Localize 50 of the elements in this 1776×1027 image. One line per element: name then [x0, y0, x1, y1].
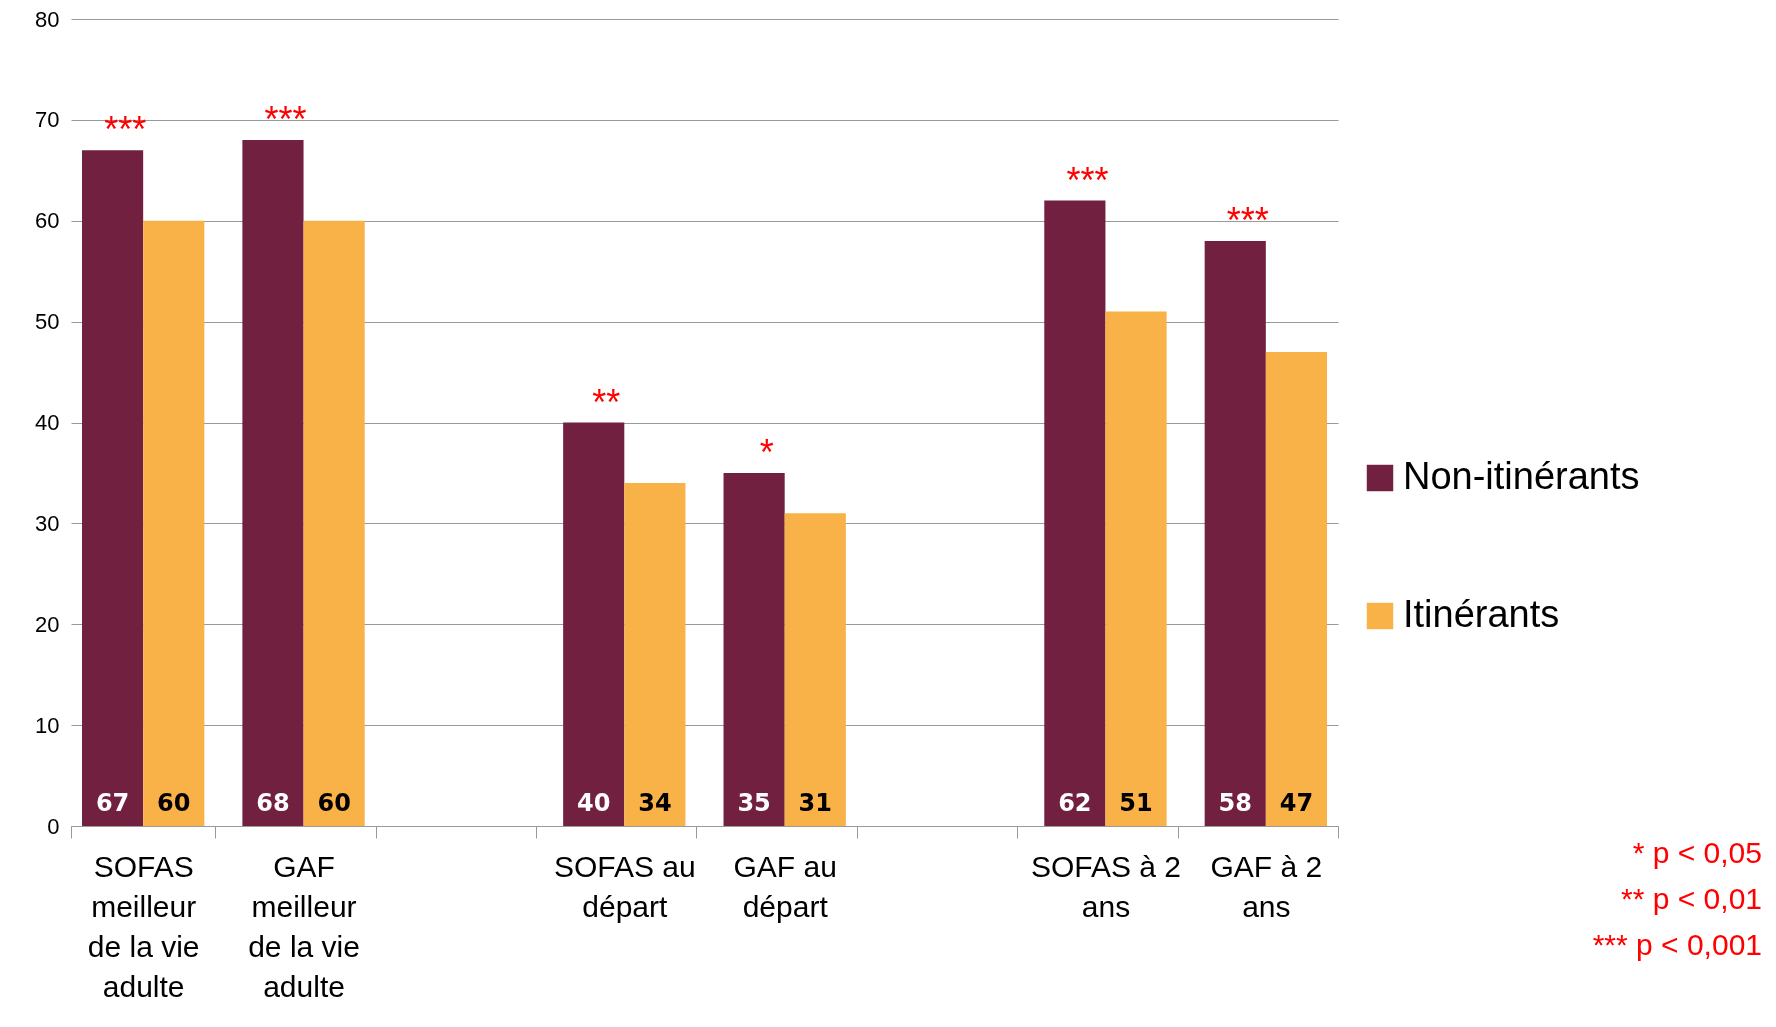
- y-tick-label: 20: [35, 611, 60, 637]
- bar: [1044, 200, 1106, 826]
- y-tick-label: 60: [35, 208, 60, 234]
- data-label: 51: [1119, 789, 1153, 817]
- text: * p < 0,05: [1631, 835, 1762, 871]
- annotation: ***: [104, 109, 147, 151]
- x-tick-label: SOFAS à 2 ans: [1030, 849, 1181, 923]
- y-tick-label: 40: [35, 410, 60, 435]
- bar: [82, 150, 144, 826]
- annotation: *: [759, 431, 774, 473]
- x-tick-label: SOFAS meilleur de la vie adulte: [87, 849, 200, 1003]
- bar: [784, 513, 846, 826]
- data-label: 31: [798, 789, 832, 817]
- y-tick-label: 10: [35, 712, 60, 738]
- bar: [723, 472, 785, 826]
- bar: [143, 220, 205, 826]
- y-tick-label: 80: [35, 6, 60, 32]
- y-tick-label: 50: [35, 309, 60, 335]
- bar: [624, 483, 686, 826]
- legend-label: Non-itinérants: [1403, 455, 1640, 497]
- data-label: 40: [577, 789, 611, 817]
- annotation: ***: [264, 99, 307, 141]
- annotation: **: [592, 381, 621, 423]
- bar: [563, 422, 625, 826]
- annotation: ***: [1226, 199, 1269, 241]
- data-label: 34: [638, 789, 672, 817]
- data-label: 60: [317, 789, 351, 817]
- data-label: 35: [737, 789, 771, 817]
- data-label: 47: [1279, 789, 1314, 817]
- x-tick-label: SOFAS au départ: [553, 849, 696, 923]
- bar: [1204, 240, 1266, 826]
- bar: [1105, 311, 1167, 826]
- text: *** p < 0,001: [1592, 927, 1762, 963]
- legend-label: Itinérants: [1403, 593, 1560, 635]
- y-tick-label: 0: [47, 813, 60, 839]
- bar: [1265, 351, 1327, 826]
- data-label: 68: [256, 789, 290, 817]
- x-tick-label: GAF à 2 ans: [1210, 849, 1323, 923]
- text: ** p < 0,01: [1620, 881, 1762, 917]
- bar: [303, 220, 365, 826]
- data-label: 62: [1058, 789, 1092, 817]
- data-label: 60: [157, 789, 191, 817]
- data-label: 58: [1218, 789, 1252, 817]
- y-tick-label: 30: [35, 510, 60, 536]
- x-tick-label: GAF au départ: [733, 849, 837, 923]
- annotation: ***: [1066, 159, 1109, 201]
- y-tick-label: 70: [35, 107, 60, 133]
- x-tick-label: GAF meilleur de la vie adulte: [248, 849, 360, 1003]
- data-label: 67: [95, 789, 130, 817]
- bar: [242, 140, 304, 826]
